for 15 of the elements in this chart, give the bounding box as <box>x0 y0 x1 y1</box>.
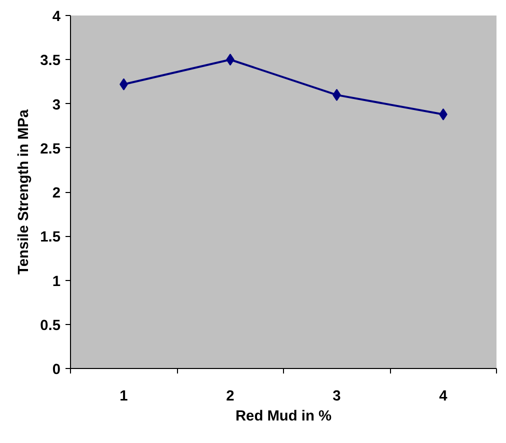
x-tick-label: 3 <box>332 388 341 404</box>
x-axis-title: Red Mud in % <box>235 408 332 424</box>
x-tick-label: 2 <box>226 388 234 404</box>
x-tick-label: 1 <box>120 388 128 404</box>
y-tick-label: 0 <box>52 362 61 378</box>
y-tick-label: 1.5 <box>40 230 60 246</box>
y-tick-label: 1 <box>52 274 61 290</box>
y-tick-label: 2 <box>52 186 61 202</box>
y-tick-label: 2.5 <box>40 141 60 158</box>
y-tick-label: 0.5 <box>40 318 60 334</box>
y-tick-label: 3 <box>52 97 61 114</box>
y-tick-label: 4 <box>52 9 62 25</box>
y-tick-label: 3.5 <box>40 53 60 70</box>
x-tick-label: 4 <box>439 388 448 404</box>
y-axis-title: Tensile Strength in MPa <box>16 108 32 275</box>
